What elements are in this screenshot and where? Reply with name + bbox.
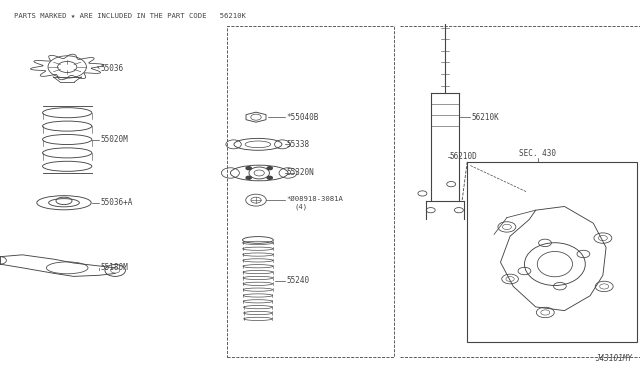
Text: 55240: 55240 xyxy=(286,276,309,285)
Text: *Ø08918-3081A: *Ø08918-3081A xyxy=(286,196,343,202)
Text: 55020M: 55020M xyxy=(100,135,128,144)
Circle shape xyxy=(246,167,252,170)
Text: 56210K: 56210K xyxy=(472,113,499,122)
Text: J43101MY: J43101MY xyxy=(595,354,632,363)
Circle shape xyxy=(267,176,272,179)
Text: (4): (4) xyxy=(294,204,308,211)
Text: SEC. 430: SEC. 430 xyxy=(519,149,556,158)
Text: 55180M: 55180M xyxy=(100,263,128,272)
Text: 55036: 55036 xyxy=(100,64,124,73)
Text: *55040B: *55040B xyxy=(286,113,319,122)
Text: 56210D: 56210D xyxy=(449,153,477,161)
Text: 55338: 55338 xyxy=(286,140,309,149)
Text: PARTS MARKED ★ ARE INCLUDED IN THE PART CODE   56210K: PARTS MARKED ★ ARE INCLUDED IN THE PART … xyxy=(14,13,246,19)
Circle shape xyxy=(267,167,272,170)
Text: 55036+A: 55036+A xyxy=(100,198,133,207)
Circle shape xyxy=(246,176,252,179)
Text: 55320N: 55320N xyxy=(286,169,314,177)
